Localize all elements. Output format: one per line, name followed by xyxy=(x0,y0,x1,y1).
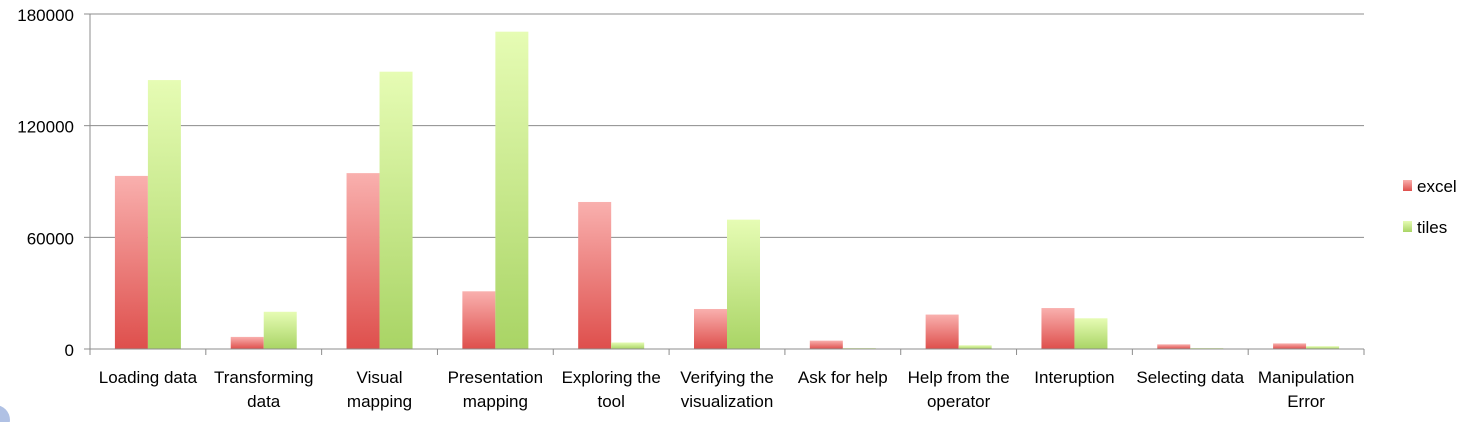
bar-tiles xyxy=(1306,346,1340,349)
y-tick-label: 0 xyxy=(65,341,74,360)
legend-swatch-tiles xyxy=(1403,221,1412,232)
bar-excel xyxy=(346,173,380,349)
bar-tiles xyxy=(495,31,529,350)
legend: excel tiles xyxy=(1403,177,1457,237)
bar-excel xyxy=(1041,308,1075,349)
bar-excel xyxy=(114,175,148,349)
x-tick-label: Help from the operator xyxy=(908,368,1010,411)
bar-excel xyxy=(1157,344,1191,349)
gridlines xyxy=(84,13,1364,350)
bar-tiles xyxy=(958,345,992,349)
x-axis xyxy=(84,14,1365,355)
corner-decoration xyxy=(0,405,10,422)
bar-excel xyxy=(462,291,496,349)
bars xyxy=(114,31,1340,350)
bar-excel xyxy=(230,336,264,349)
legend-swatch-excel xyxy=(1403,180,1412,191)
x-tick-label: Interuption xyxy=(1034,368,1114,387)
y-tick-label: 60000 xyxy=(27,229,74,248)
bar-excel xyxy=(578,201,612,349)
y-axis-ticks: 0 60000 120000 180000 xyxy=(17,6,74,360)
y-tick-label: 180000 xyxy=(17,6,74,25)
legend-label-excel: excel xyxy=(1417,177,1457,196)
bar-tiles xyxy=(379,71,413,349)
bar-tiles xyxy=(263,311,297,349)
bar-tiles xyxy=(611,342,645,349)
bar-tiles xyxy=(147,80,181,349)
legend-label-tiles: tiles xyxy=(1417,218,1447,237)
x-tick-label: Exploring the tool xyxy=(562,368,661,411)
x-tick-label: Manipulation Error xyxy=(1258,368,1354,411)
x-tick-label: Selecting data xyxy=(1136,368,1244,387)
bar-excel xyxy=(1273,343,1307,349)
bar-tiles xyxy=(1074,318,1108,349)
bar-excel xyxy=(694,308,727,349)
x-tick-label: Ask for help xyxy=(798,368,888,387)
bar-excel xyxy=(809,340,843,349)
bar-tiles xyxy=(727,219,760,349)
y-tick-label: 120000 xyxy=(17,118,74,137)
bar-excel xyxy=(925,314,959,349)
x-tick-label: Visual mapping xyxy=(347,368,412,411)
x-tick-label: Presentation mapping xyxy=(448,368,543,411)
x-tick-label: Loading data xyxy=(99,368,198,387)
x-axis-labels: Loading data Transforming data Visual mappin… xyxy=(99,368,1355,411)
x-tick-label: Verifying the visualization xyxy=(680,368,774,411)
x-tick-label: Transforming data xyxy=(214,368,314,411)
